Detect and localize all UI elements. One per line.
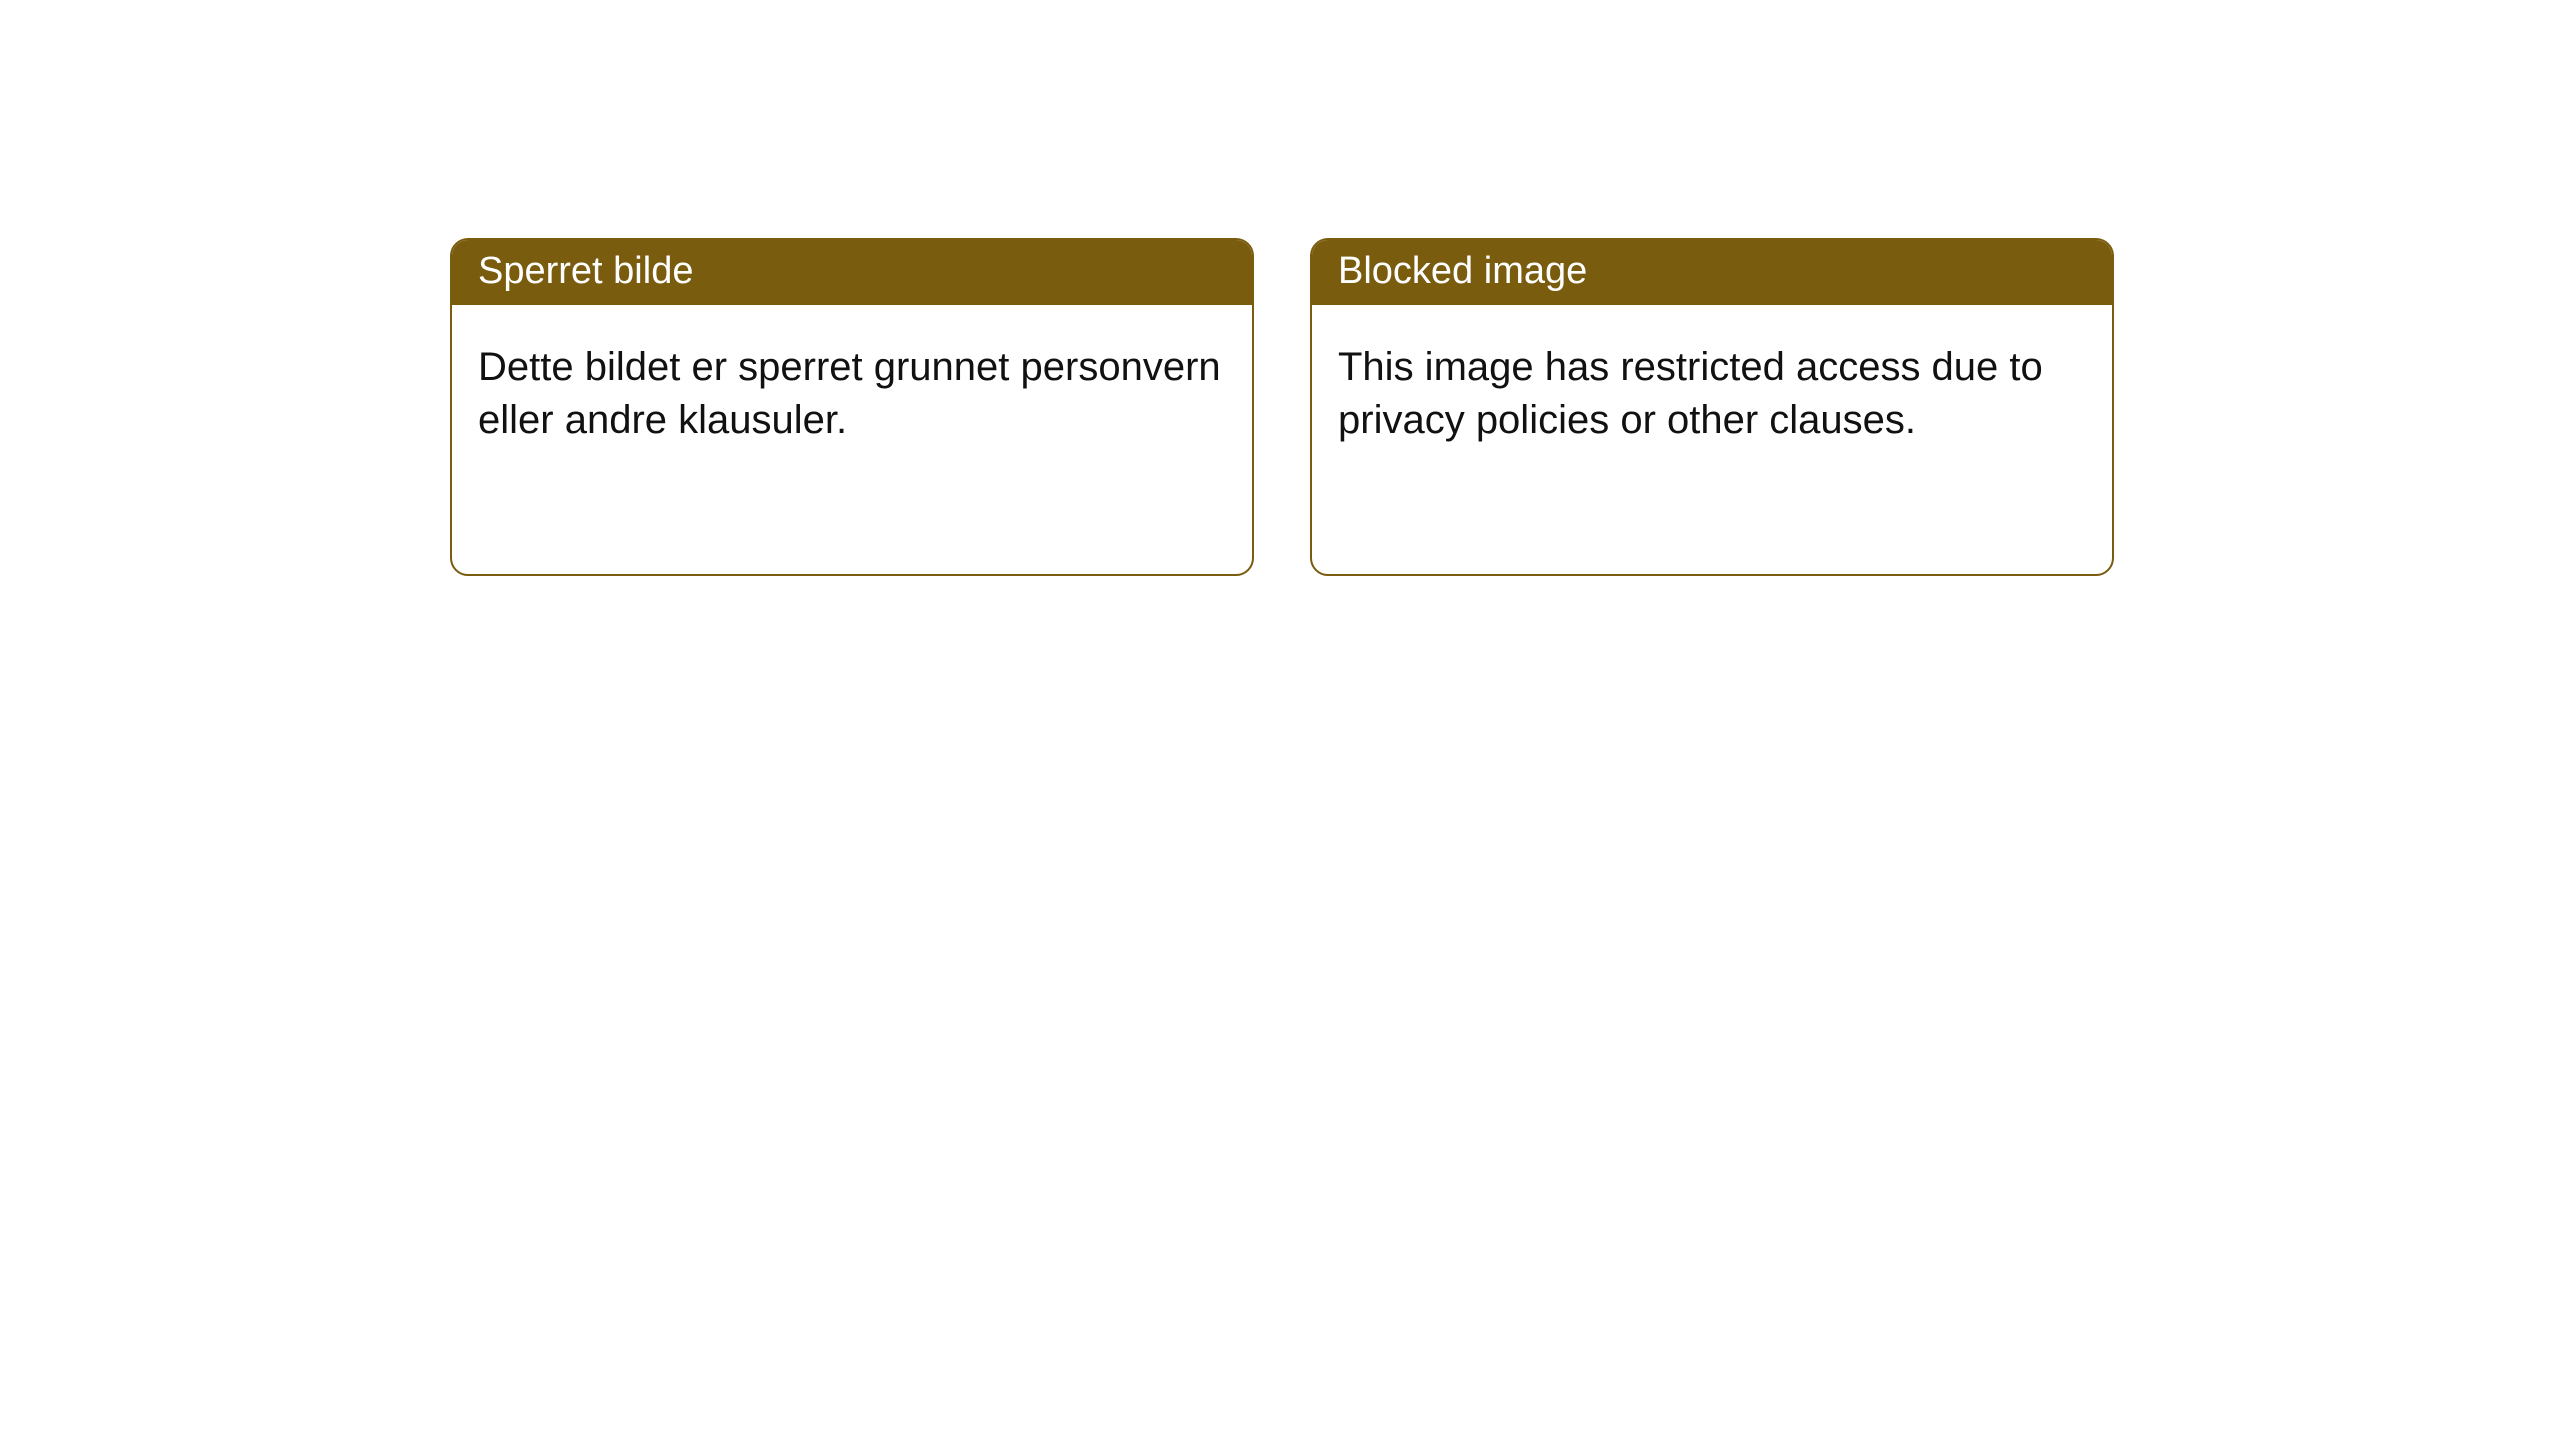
notice-box-english: Blocked image This image has restricted … (1310, 238, 2114, 576)
notice-body-english: This image has restricted access due to … (1312, 305, 2112, 483)
notice-box-norwegian: Sperret bilde Dette bildet er sperret gr… (450, 238, 1254, 576)
notice-title-norwegian: Sperret bilde (452, 240, 1252, 305)
notice-body-norwegian: Dette bildet er sperret grunnet personve… (452, 305, 1252, 483)
notice-title-english: Blocked image (1312, 240, 2112, 305)
notice-container: Sperret bilde Dette bildet er sperret gr… (450, 238, 2114, 576)
